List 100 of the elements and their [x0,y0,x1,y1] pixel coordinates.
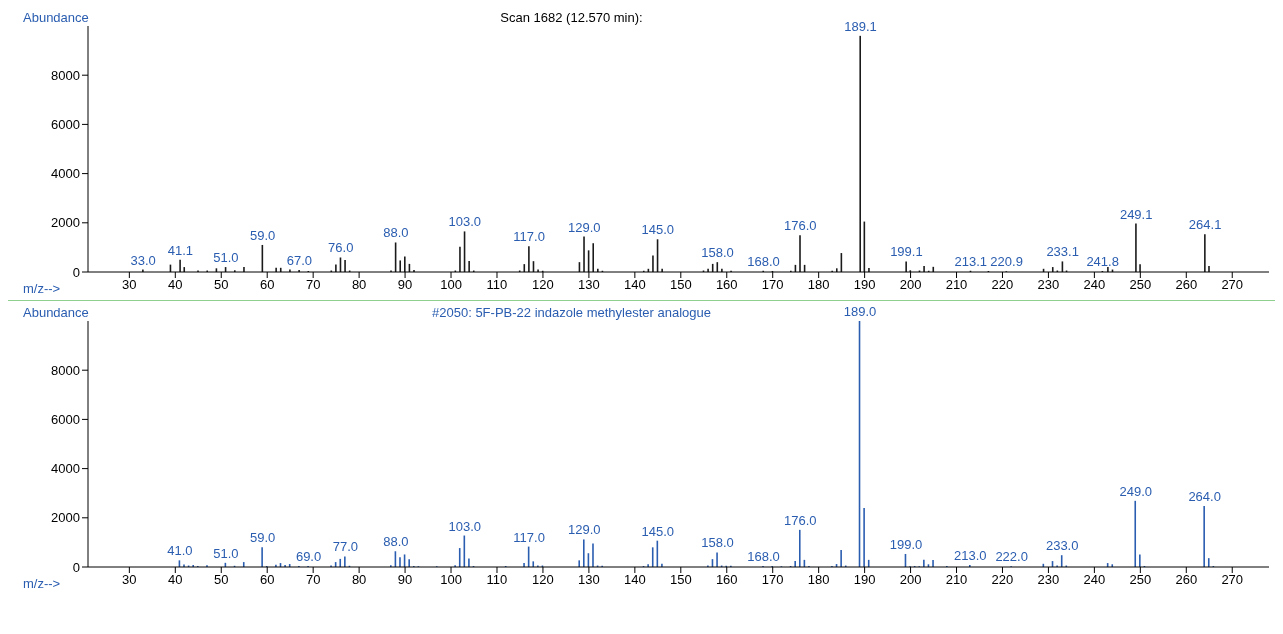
y-tick-label: 0 [72,559,80,575]
annotation: 176.0 [784,218,817,234]
annotation: 67.0 [286,253,313,269]
annotation: 76.0 [328,240,354,256]
annotation: 168.0 [747,549,780,565]
x-tick-label: 140 [623,572,646,588]
annotation: 233.1 [1046,244,1079,260]
annotation: 103.0 [448,518,482,534]
x-tick-label: 200 [899,572,922,588]
x-tick-label: 110 [486,277,508,293]
x-axis-title: m/z--> [23,576,61,591]
chart-title: #2050: 5F-PB-22 indazole methylester analogue [432,305,711,320]
annotation: 41.0 [167,543,193,559]
x-tick-label: 200 [899,277,922,293]
y-tick-label: 2000 [51,215,80,231]
x-tick-label: 40 [168,277,183,293]
annotation: 41.1 [167,242,194,258]
annotation: 88.0 [383,534,409,550]
y-tick-label: 0 [72,264,80,280]
annotation: 241.8 [1086,254,1119,270]
annotation: 249.0 [1119,483,1153,499]
annotation: 189.1 [844,18,877,34]
annotation: 145.0 [641,523,675,539]
x-tick-label: 60 [259,277,275,293]
x-tick-label: 190 [853,572,876,588]
annotation: 129.0 [568,522,601,538]
y-tick-label: 8000 [51,362,80,378]
x-tick-label: 80 [351,277,367,293]
x-tick-label: 210 [945,277,968,293]
annotation: 233.0 [1045,538,1079,554]
x-tick-label: 260 [1175,277,1198,293]
x-tick-label: 130 [578,277,600,293]
x-tick-label: 180 [807,572,830,588]
x-tick-label: 230 [1037,277,1060,293]
annotation: 189.0 [843,304,877,319]
annotation: 129.0 [568,219,601,235]
x-tick-label: 210 [945,572,968,588]
y-tick-label: 4000 [51,461,80,477]
x-tick-label: 40 [168,572,183,588]
annotation: 213.0 [954,548,987,564]
x-tick-label: 70 [305,572,321,588]
annotation: 222.0 [995,549,1028,565]
x-tick-label: 90 [397,277,413,293]
x-tick-label: 120 [532,277,554,293]
annotation: 59.0 [249,530,276,546]
x-tick-label: 260 [1175,572,1198,588]
x-tick-label: 50 [214,572,229,588]
annotation: 176.0 [784,512,817,528]
x-tick-label: 100 [440,277,462,293]
annotation: 69.0 [295,549,322,565]
x-tick-label: 30 [122,572,137,588]
x-tick-label: 170 [761,277,784,293]
x-tick-label: 240 [1083,277,1106,293]
y-tick-label: 8000 [51,67,80,83]
x-tick-label: 220 [991,277,1014,293]
x-tick-label: 240 [1083,572,1106,588]
annotation: 213.1 [954,253,988,269]
annotation: 77.0 [332,539,358,555]
y-tick-label: 4000 [51,166,80,182]
annotation: 158.0 [701,535,734,551]
x-tick-label: 150 [669,277,692,293]
annotation: 59.0 [249,227,276,243]
annotation: 51.0 [213,250,239,266]
y-tick-label: 2000 [51,510,80,526]
y-axis-title: Abundance [23,10,89,25]
x-tick-label: 230 [1037,572,1060,588]
annotation: 249.1 [1119,206,1153,222]
x-tick-label: 70 [305,277,321,293]
annotation: 117.0 [513,529,545,545]
annotation: 264.0 [1188,488,1221,504]
x-tick-label: 100 [440,572,462,588]
x-tick-label: 120 [532,572,554,588]
x-tick-label: 50 [214,277,229,293]
x-tick-label: 250 [1129,572,1152,588]
annotation: 51.0 [213,545,239,561]
annotation: 103.0 [448,214,482,230]
y-axis-title: Abundance [23,305,89,320]
annotation: 168.0 [747,253,780,269]
x-tick-label: 60 [259,572,275,588]
x-tick-label: 140 [623,277,646,293]
x-tick-label: 270 [1221,572,1244,588]
annotation: 158.0 [701,245,734,261]
x-tick-label: 220 [991,572,1014,588]
x-tick-label: 160 [715,572,738,588]
annotation: 264.1 [1188,217,1222,233]
annotation: 220.9 [990,254,1023,270]
x-axis-title: m/z--> [23,281,61,296]
x-tick-label: 270 [1221,277,1244,293]
x-tick-label: 150 [669,572,692,588]
x-tick-label: 180 [807,277,830,293]
x-tick-label: 170 [761,572,784,588]
annotation: 145.0 [641,222,675,238]
annotation: 33.0 [130,252,156,268]
x-tick-label: 130 [578,572,600,588]
annotation: 199.0 [889,536,923,552]
x-tick-label: 250 [1129,277,1152,293]
x-tick-label: 90 [397,572,413,588]
x-tick-label: 190 [853,277,876,293]
annotation: 199.1 [890,244,923,260]
x-tick-label: 30 [122,277,137,293]
